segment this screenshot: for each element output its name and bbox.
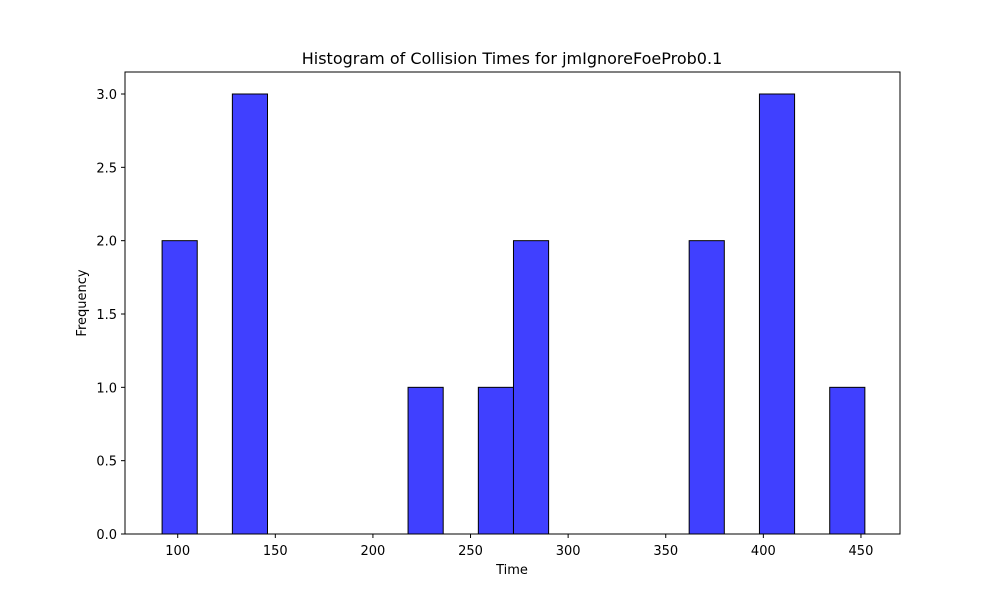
x-tick-label: 300 (556, 544, 581, 559)
x-tick-label: 450 (849, 544, 874, 559)
y-tick-label: 2.0 (96, 235, 117, 250)
y-tick-label: 0.5 (96, 455, 117, 470)
y-axis: 0.0 0.5 1.0 1.5 2.0 2.5 3.0 (96, 88, 125, 543)
y-tick-label: 3.0 (96, 88, 117, 103)
histogram-bar-5 (688, 240, 725, 535)
x-axis-label: Time (495, 563, 528, 578)
x-tick-label: 350 (653, 544, 678, 559)
histogram-bar-7 (829, 386, 866, 535)
x-tick-label: 250 (458, 544, 483, 559)
x-tick-label: 200 (361, 544, 386, 559)
histogram-bar-2 (407, 386, 444, 535)
histogram-bar-6 (758, 93, 796, 535)
x-tick-label: 100 (165, 544, 190, 559)
x-tick-label: 150 (263, 544, 288, 559)
histogram-bar-0 (161, 240, 198, 535)
chart-title: Histogram of Collision Times for jmIgnor… (302, 49, 723, 68)
y-tick-label: 2.5 (96, 161, 117, 176)
y-tick-label: 1.5 (96, 308, 117, 323)
histogram-bar-4 (512, 240, 550, 535)
y-tick-label: 1.0 (96, 381, 117, 396)
plot-frame (124, 71, 901, 535)
x-axis: 100 150 200 250 300 350 400 450 (165, 534, 873, 559)
bars-group (161, 93, 866, 535)
x-tick-label: 400 (751, 544, 776, 559)
histogram-bar-1 (231, 93, 269, 535)
y-axis-label: Frequency (75, 269, 90, 336)
histogram-bar-3 (477, 386, 514, 535)
y-tick-label: 0.0 (96, 528, 117, 543)
